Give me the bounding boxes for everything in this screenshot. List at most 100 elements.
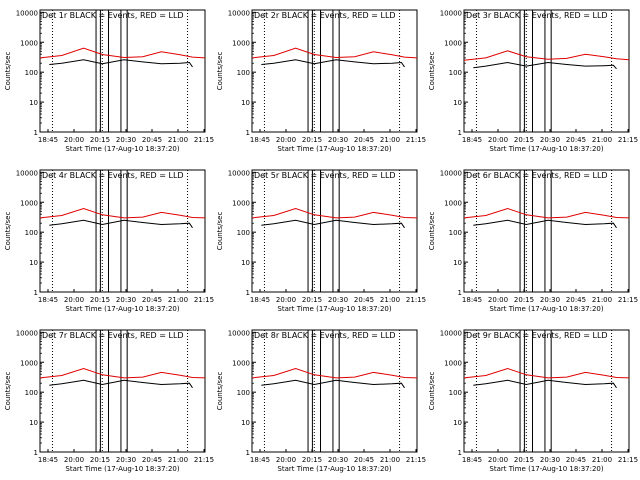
y-tick-label: 10	[453, 419, 462, 427]
x-tick-label: 20:45	[142, 456, 162, 464]
y-tick-label: 1000	[20, 199, 38, 207]
x-tick-label: 21:00	[168, 456, 188, 464]
y-tick-label: 10000	[440, 329, 462, 337]
plot-frame	[463, 9, 630, 133]
y-tick-label: 1	[458, 129, 462, 137]
y-tick-label: 10	[29, 259, 38, 267]
x-tick-label: 20:15	[302, 456, 322, 464]
plot-frame	[463, 329, 630, 453]
y-axis-label: Counts/sec	[216, 212, 224, 251]
series-events-line	[261, 59, 405, 68]
y-tick-label: 10000	[440, 9, 462, 17]
x-tick-label: 20:45	[566, 136, 586, 144]
y-tick-label: 1	[246, 129, 250, 137]
plot-frame	[39, 9, 206, 133]
series-events-line	[49, 59, 193, 68]
chart-panel: Det 4r BLACK = Events, RED = LLD 1 10 100 10…	[4, 169, 214, 313]
chart-panel: Det 2r BLACK = Events, RED = LLD 1 10 100 10…	[216, 9, 426, 153]
y-tick-label: 100	[237, 69, 250, 77]
y-axis-label: Counts/sec	[428, 52, 436, 91]
x-tick-label: 20:30	[116, 136, 136, 144]
series-lld-line	[463, 367, 630, 379]
x-tick-label: 20:45	[354, 456, 374, 464]
chart-title: Det 5r BLACK = Events, RED = LLD	[254, 171, 396, 180]
x-tick-label: 20:30	[328, 296, 348, 304]
chart-title: Det 8r BLACK = Events, RED = LLD	[254, 331, 396, 340]
series-events-line	[261, 379, 405, 389]
y-axis-label: Counts/sec	[4, 52, 12, 91]
x-tick-label: 18:45	[462, 456, 482, 464]
chart-panel: Det 9r BLACK = Events, RED = LLD 1 10 100 10…	[428, 329, 638, 473]
series-lld-line	[463, 50, 630, 61]
x-tick-label: 20:15	[90, 296, 110, 304]
x-tick-label: 21:15	[194, 456, 214, 464]
x-tick-label: 21:15	[618, 296, 638, 304]
y-axis-label: Counts/sec	[4, 212, 12, 251]
x-tick-label: 20:30	[116, 296, 136, 304]
y-axis-label: Counts/sec	[216, 372, 224, 411]
chart-title: Det 4r BLACK = Events, RED = LLD	[42, 171, 184, 180]
x-tick-label: 18:45	[250, 136, 270, 144]
y-tick-label: 1000	[232, 39, 250, 47]
x-tick-label: 21:15	[194, 136, 214, 144]
x-tick-label: 20:15	[514, 136, 534, 144]
y-tick-label: 10	[29, 419, 38, 427]
x-tick-label: 21:15	[406, 136, 426, 144]
x-tick-label: 20:30	[328, 136, 348, 144]
x-tick-label: 20:30	[540, 136, 560, 144]
y-tick-label: 100	[449, 229, 462, 237]
x-tick-label: 20:15	[514, 456, 534, 464]
y-tick-label: 1000	[444, 199, 462, 207]
chart-panel: Det 7r BLACK = Events, RED = LLD 1 10 100 10…	[4, 329, 214, 473]
x-tick-label: 21:00	[592, 136, 612, 144]
y-tick-label: 10	[29, 99, 38, 107]
x-tick-label: 20:30	[540, 296, 560, 304]
x-tick-label: 20:30	[328, 456, 348, 464]
y-tick-label: 1	[34, 289, 38, 297]
y-tick-label: 10000	[16, 329, 38, 337]
y-tick-label: 100	[237, 389, 250, 397]
y-axis-label: Counts/sec	[428, 212, 436, 251]
y-tick-label: 1000	[20, 359, 38, 367]
x-tick-label: 20:00	[488, 136, 508, 144]
x-tick-label: 21:15	[618, 456, 638, 464]
series-lld-line	[251, 367, 418, 379]
chart-panel: Det 6r BLACK = Events, RED = LLD 1 10 100 10…	[428, 169, 638, 313]
y-tick-label: 1000	[232, 199, 250, 207]
x-axis-label: Start Time (17-Aug-10 18:37:20)	[277, 465, 391, 473]
x-tick-label: 21:00	[380, 136, 400, 144]
series-events-line	[473, 61, 617, 70]
plot-frame	[251, 329, 418, 453]
y-tick-label: 10	[241, 259, 250, 267]
x-axis-label: Start Time (17-Aug-10 18:37:20)	[277, 305, 391, 313]
x-tick-label: 20:45	[354, 136, 374, 144]
chart-panel: Det 8r BLACK = Events, RED = LLD 1 10 100 10…	[216, 329, 426, 473]
series-lld-line	[39, 207, 206, 219]
y-tick-label: 10	[241, 419, 250, 427]
chart-panel: Det 5r BLACK = Events, RED = LLD 1 10 100 10…	[216, 169, 426, 313]
x-tick-label: 20:45	[142, 136, 162, 144]
x-tick-label: 20:00	[64, 296, 84, 304]
x-tick-label: 20:15	[514, 296, 534, 304]
y-tick-label: 1000	[444, 359, 462, 367]
plot-frame	[251, 169, 418, 293]
plot-frame	[463, 169, 630, 293]
x-tick-label: 21:00	[168, 136, 188, 144]
x-tick-label: 21:00	[168, 296, 188, 304]
y-tick-label: 10000	[228, 329, 250, 337]
x-tick-label: 21:00	[380, 296, 400, 304]
y-tick-label: 1	[34, 129, 38, 137]
y-tick-label: 1	[246, 449, 250, 457]
x-tick-label: 18:45	[250, 456, 270, 464]
y-tick-label: 100	[25, 229, 38, 237]
x-tick-label: 18:45	[250, 296, 270, 304]
x-tick-label: 21:00	[380, 456, 400, 464]
chart-title: Det 2r BLACK = Events, RED = LLD	[254, 11, 396, 20]
x-tick-label: 20:30	[540, 456, 560, 464]
x-tick-label: 18:45	[462, 296, 482, 304]
y-tick-label: 100	[449, 389, 462, 397]
y-tick-label: 100	[237, 229, 250, 237]
series-events-line	[473, 219, 617, 229]
series-events-line	[49, 219, 193, 229]
